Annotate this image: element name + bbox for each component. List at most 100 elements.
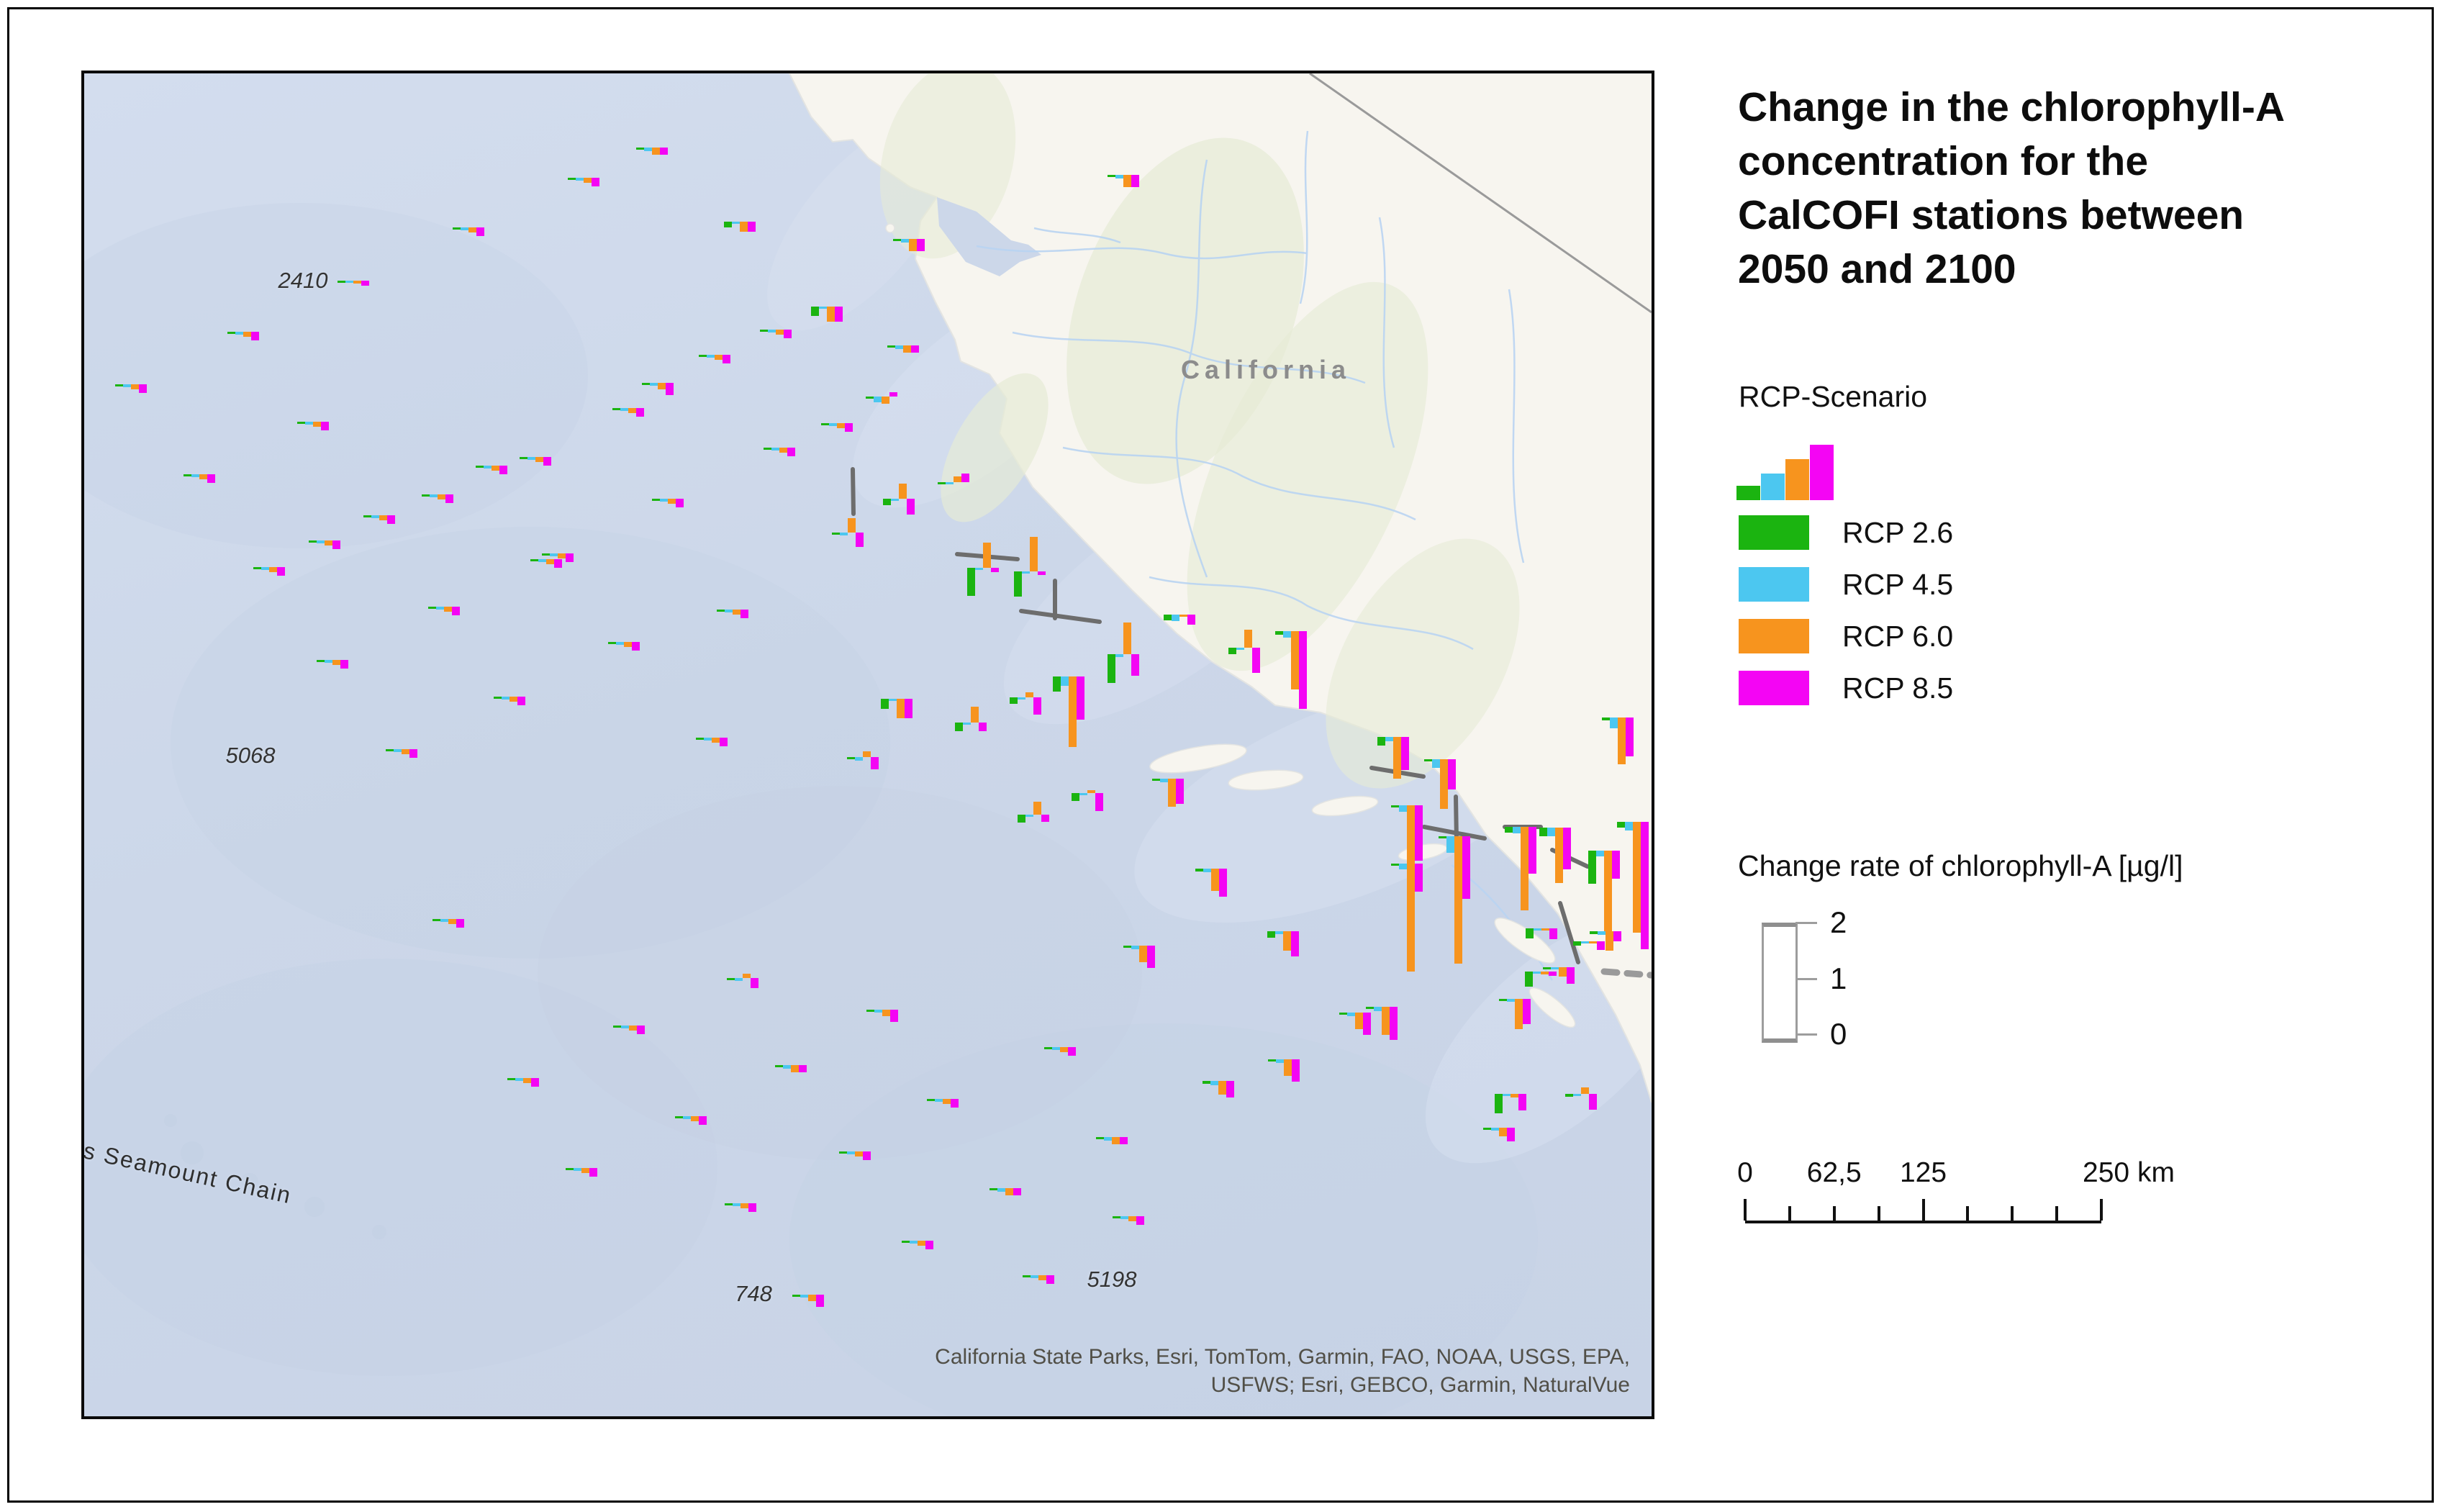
- station-1-rcp-bar-2: [468, 227, 476, 232]
- station-61-rcp-bar-3: [979, 723, 987, 731]
- station-12-rcp-bar-2: [492, 466, 499, 471]
- station-47-rcp-bar-2: [353, 281, 361, 284]
- station-84-rcp-bar-1: [1625, 822, 1633, 830]
- station-32-rcp-bar-2: [918, 1241, 925, 1246]
- station-4-rcp-bar-2: [131, 384, 139, 389]
- station-62-rcp-bar-2: [1025, 692, 1033, 697]
- station-14-rcp-bar-3: [387, 515, 395, 524]
- station-51-rcp-bar-0: [1108, 175, 1115, 177]
- station-96-rcp-bar-0: [1483, 1128, 1491, 1130]
- station-29-rcp-bar-3: [1068, 1047, 1076, 1056]
- station-19-rcp-bar-3: [452, 607, 460, 615]
- station-75-rcp-bar-0: [1588, 851, 1596, 884]
- station-75-rcp-bar-3: [1612, 851, 1620, 879]
- station-52-rcp-bar-3: [835, 307, 843, 322]
- rivers: [976, 130, 1554, 981]
- station-41-rcp-bar-2: [743, 974, 751, 978]
- station-33-rcp-bar-2: [733, 610, 741, 615]
- station-90-rcp-bar-2: [1515, 999, 1523, 1029]
- station-29-rcp-bar-1: [1052, 1047, 1060, 1050]
- station-31-rcp-bar-3: [863, 1151, 871, 1160]
- station-17-rcp-bar-0: [652, 499, 660, 501]
- station-84-rcp-bar-3: [1641, 822, 1649, 949]
- station-83-rcp-bar-0: [1590, 931, 1598, 934]
- station-8-rcp-bar-1: [527, 457, 535, 460]
- station-95-rcp-bar-1: [1276, 1059, 1284, 1063]
- station-25-rcp-bar-0: [675, 1116, 683, 1118]
- station-32-rcp-bar-3: [925, 1241, 933, 1249]
- station-77-rcp-bar-3: [1529, 827, 1536, 874]
- station-71-rcp-bar-3: [1448, 759, 1456, 789]
- station-40-rcp-bar-1: [1031, 1275, 1038, 1278]
- station-70-rcp-bar-1: [1385, 737, 1393, 741]
- station-84-rcp-bar-2: [1633, 822, 1641, 933]
- legend-swatch: [1739, 671, 1809, 705]
- station-40-rcp-bar-2: [1038, 1275, 1046, 1280]
- station-62-rcp-bar-3: [1033, 697, 1041, 715]
- station-47-rcp-bar-3: [361, 281, 369, 286]
- station-63-rcp-bar-2: [1087, 790, 1095, 793]
- station-76-rcp-bar-0: [1539, 828, 1547, 836]
- station-58-rcp-bar-1: [1022, 571, 1030, 574]
- station-0-rcp-bar-2: [584, 178, 592, 183]
- station-4-rcp-bar-1: [123, 384, 131, 387]
- title-line-3: CalCOFI stations between: [1738, 192, 2245, 238]
- station-61-rcp-bar-0: [955, 723, 963, 731]
- station-82-rcp-bar-2: [1541, 972, 1549, 974]
- station-6-rcp-bar-1: [305, 422, 313, 425]
- station-82-rcp-bar-3: [1549, 972, 1557, 976]
- station-42-rcp-bar-0: [775, 1065, 783, 1067]
- station-86-rcp-bar-0: [1195, 869, 1203, 872]
- station-40-rcp-bar-0: [1023, 1275, 1031, 1277]
- station-26-rcp-bar-1: [574, 1168, 581, 1171]
- legend-icon-bar-1: [1761, 474, 1785, 500]
- station-87-rcp-bar-3: [1291, 931, 1299, 956]
- station-93-rcp-bar-2: [1382, 1007, 1390, 1035]
- station-21-rcp-bar-3: [632, 642, 640, 651]
- station-69-rcp-bar-3: [871, 757, 879, 769]
- station-37-rcp-bar-3: [636, 408, 644, 417]
- station-29-rcp-bar-0: [1044, 1047, 1052, 1049]
- station-70-rcp-bar-2: [1393, 737, 1401, 779]
- station-28-rcp-bar-2: [882, 1010, 890, 1016]
- station-27-rcp-bar-2: [741, 1203, 748, 1208]
- depth-label-748: 748: [735, 1281, 772, 1306]
- station-58-rcp-bar-2: [1030, 537, 1038, 571]
- station-92-rcp-bar-1: [1573, 1094, 1581, 1096]
- station-62-rcp-bar-0: [1010, 697, 1018, 704]
- station-69-rcp-bar-1: [855, 757, 863, 761]
- station-80-rcp-bar-1: [1581, 941, 1589, 943]
- station-19-rcp-bar-2: [444, 607, 452, 612]
- map-canvas[interactable]: California ss Seamount Chain 2410 5068 748…: [81, 71, 1654, 1419]
- station-8-rcp-bar-3: [543, 457, 551, 466]
- station-11-rcp-bar-3: [409, 749, 417, 758]
- station-49-rcp-bar-2: [740, 222, 748, 232]
- station-90-rcp-bar-1: [1507, 999, 1515, 1002]
- station-79-rcp-bar-2: [1541, 928, 1549, 931]
- legend-icon-bar-2: [1785, 459, 1809, 500]
- station-11-rcp-bar-0: [386, 749, 394, 751]
- station-4-rcp-bar-3: [139, 384, 147, 393]
- station-54-rcp-bar-0: [938, 482, 946, 484]
- station-45-rcp-bar-2: [808, 1295, 816, 1301]
- station-83-rcp-bar-1: [1598, 931, 1606, 935]
- station-94-rcp-bar-1: [1210, 1081, 1218, 1085]
- station-94-rcp-bar-0: [1203, 1081, 1210, 1084]
- station-80-rcp-bar-0: [1573, 941, 1581, 946]
- station-51-rcp-bar-2: [1123, 175, 1131, 187]
- station-15-rcp-bar-1: [317, 540, 325, 543]
- station-72-rcp-bar-2: [1407, 805, 1415, 877]
- depth-label-5198: 5198: [1087, 1267, 1137, 1292]
- station-20-rcp-bar-1: [502, 697, 510, 700]
- scale-minor-tick-62.5: [1832, 1206, 1836, 1221]
- station-46-rcp-bar-2: [652, 148, 660, 155]
- station-93-rcp-bar-3: [1390, 1007, 1398, 1040]
- station-19-rcp-bar-0: [428, 607, 436, 609]
- station-8-rcp-bar-2: [535, 457, 543, 462]
- station-22-rcp-bar-2: [712, 738, 720, 743]
- station-93-rcp-bar-0: [1366, 1007, 1374, 1009]
- station-18-rcp-bar-1: [550, 553, 558, 556]
- station-25-rcp-bar-2: [691, 1116, 699, 1121]
- station-83-rcp-bar-3: [1613, 931, 1621, 941]
- station-15-rcp-bar-0: [309, 540, 317, 543]
